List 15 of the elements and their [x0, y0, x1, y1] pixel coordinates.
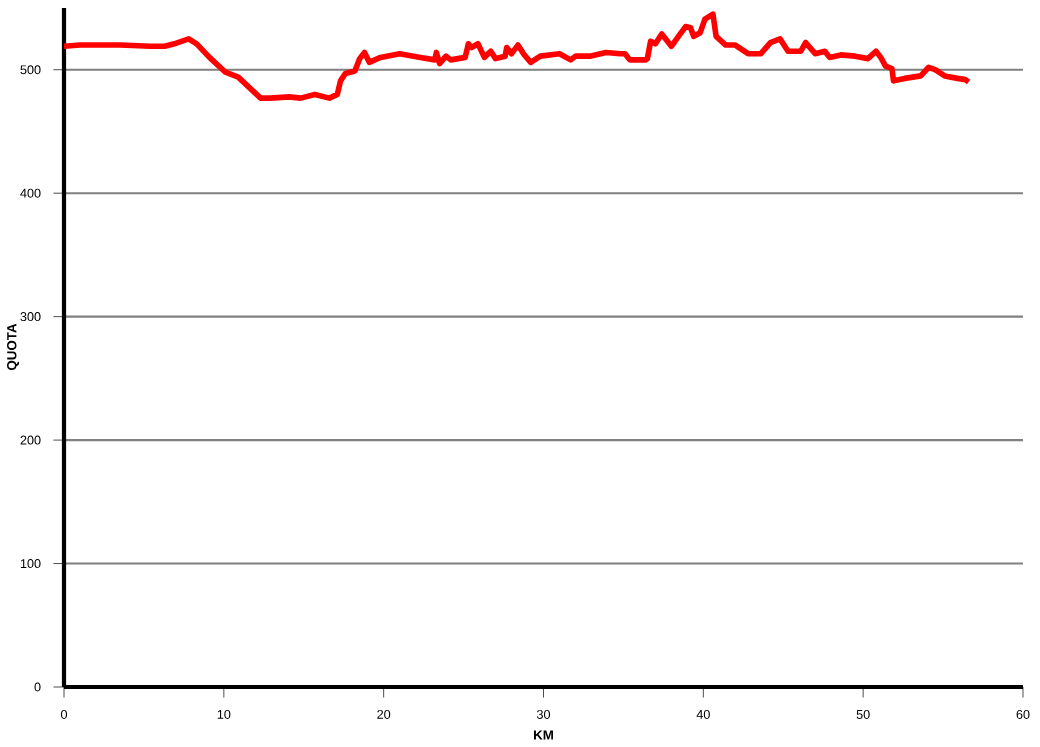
y-tick-label: 300: [20, 312, 41, 322]
x-tick-label: 20: [377, 709, 391, 719]
y-tick-label: 200: [20, 435, 41, 445]
x-tick-label: 0: [60, 709, 68, 719]
x-tick-label: 40: [696, 709, 710, 719]
y-tick-label: 400: [20, 188, 41, 198]
x-axis-title: KM: [534, 730, 553, 740]
y-tick-label: 100: [20, 559, 41, 569]
y-axis-title: QUOTA: [7, 323, 19, 371]
y-tick-label: 0: [34, 682, 41, 692]
x-tick-label: 30: [536, 709, 551, 719]
y-tick-label: 500: [20, 65, 41, 75]
x-tick-label: 10: [217, 709, 231, 719]
x-tick-label: 50: [856, 709, 870, 719]
x-tick-label: 60: [1016, 709, 1030, 719]
